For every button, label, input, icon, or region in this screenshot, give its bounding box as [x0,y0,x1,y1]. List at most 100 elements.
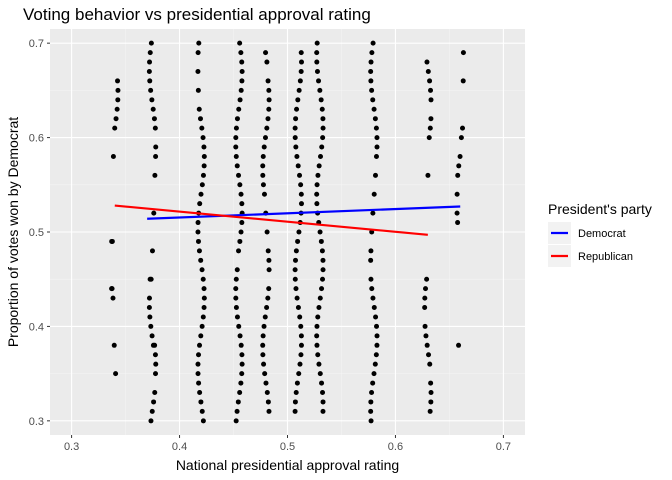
data-point [237,40,243,46]
data-point [109,286,115,292]
data-point [260,153,266,159]
data-point [201,305,207,311]
data-point [237,390,243,396]
data-point [428,399,434,405]
data-point [265,116,271,122]
data-point [455,172,461,178]
data-point [320,399,326,405]
data-point [233,286,239,292]
data-point [147,314,153,320]
data-point [369,390,375,396]
data-point [314,40,320,46]
data-point [456,342,462,348]
data-point [373,125,379,131]
data-point [293,144,299,150]
data-point [237,97,243,103]
data-point [151,399,157,405]
data-point [297,314,303,320]
data-point [368,418,374,424]
data-point [266,257,272,263]
data-point [233,276,239,282]
data-point [320,408,326,414]
data-point [320,267,326,273]
data-point [236,323,242,329]
data-point [317,153,323,159]
data-point [233,418,239,424]
data-point [147,78,153,84]
data-point [150,106,156,112]
data-point [201,144,207,150]
data-point [152,172,158,178]
data-point [260,333,266,339]
data-point [195,50,201,56]
data-point [454,210,460,216]
data-point [266,408,272,414]
data-point [260,163,266,169]
x-tick-label: 0.5 [280,441,295,453]
data-point [298,352,304,358]
data-point [266,87,272,93]
data-point [198,191,204,197]
data-point [266,286,272,292]
data-point [317,87,323,93]
data-point [115,78,121,84]
x-tick-label: 0.3 [64,441,79,453]
x-tick-label: 0.6 [388,441,403,453]
data-point [146,68,152,74]
data-point [319,248,325,254]
data-point [238,342,244,348]
data-point [237,333,243,339]
data-point [266,106,272,112]
data-point [428,97,434,103]
data-point [293,116,299,122]
data-point [195,229,201,235]
data-point [150,342,156,348]
data-point [197,201,203,207]
data-point [199,323,205,329]
data-point [295,305,301,311]
data-point [298,333,304,339]
data-point [266,97,272,103]
data-point [427,78,433,84]
data-point [233,295,239,301]
data-point [422,295,428,301]
data-point [262,314,268,320]
data-point [372,116,378,122]
data-point [455,220,461,226]
data-point [148,87,154,93]
y-tick-label: 0.5 [29,227,44,239]
data-point [293,286,299,292]
data-point [200,172,206,178]
data-point [149,408,155,414]
data-point [200,418,206,424]
x-tick-label: 0.4 [172,441,187,453]
data-point [460,50,466,56]
data-point [320,135,326,141]
data-point [292,257,298,263]
data-point [369,286,375,292]
legend: President's party Democrat Republican [548,201,652,267]
data-point [151,210,157,216]
data-point [109,238,115,244]
data-point [153,371,159,377]
data-point [234,163,240,169]
data-point [319,106,325,112]
data-point [372,361,378,367]
data-point [368,408,374,414]
data-point [148,418,154,424]
data-point [201,163,207,169]
data-point [422,305,428,311]
data-point [153,153,159,159]
data-point [368,399,374,405]
data-point [294,106,300,112]
data-point [425,172,431,178]
data-point [199,267,205,273]
data-point [234,116,240,122]
data-point [195,220,201,226]
data-point [239,68,245,74]
data-point [371,106,377,112]
data-point [292,135,298,141]
data-point [316,305,322,311]
data-point [261,361,267,367]
data-point [295,238,301,244]
